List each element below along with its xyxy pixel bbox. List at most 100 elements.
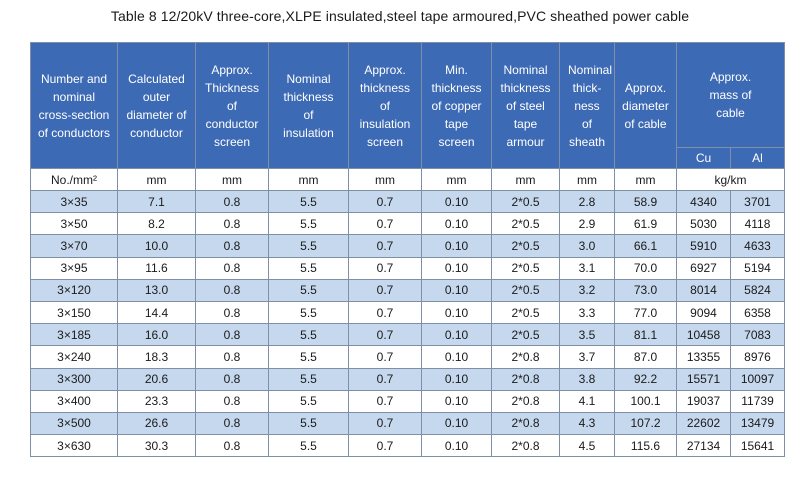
- table-cell: 3×150: [30, 300, 118, 325]
- table-cell: 5030: [676, 212, 731, 236]
- table-cell: 0.10: [421, 189, 492, 214]
- table-cell: 2*0.8: [491, 411, 560, 436]
- unit-conductor: No./mm²: [30, 168, 118, 191]
- table-cell: 5.5: [268, 300, 349, 325]
- table-row: 3×240 18.3 0.8 5.5 0.7 0.10 2*0.8 3.7 87.0 13355 8…: [30, 345, 786, 369]
- table-cell: 66.1: [614, 234, 677, 258]
- table-row: 3×185 16.0 0.8 5.5 0.7 0.10 2*0.5 3.5 81.1 10458 7…: [30, 323, 786, 347]
- table-cell: 0.8: [195, 411, 269, 436]
- table-cell: 2*0.5: [491, 234, 560, 258]
- table-cell: 3×50: [30, 212, 118, 236]
- header-cable-mass: Approx. mass of cable: [675, 42, 786, 148]
- header-conductor-screen: Approx. Thickness of conductor screen: [195, 42, 269, 169]
- table-cell: 20.6: [117, 367, 196, 391]
- table-cell: 70.0: [614, 256, 677, 280]
- table-cell: 4.1: [559, 389, 615, 413]
- table-cell: 0.8: [195, 300, 269, 325]
- table-cell: 27134: [676, 434, 731, 458]
- table-cell: 5.5: [268, 323, 349, 347]
- table-cell: 2*0.8: [491, 345, 560, 369]
- table-cell: 30.3: [117, 434, 196, 458]
- table-cell: 6358: [729, 300, 786, 325]
- table-cell: 19037: [676, 389, 731, 413]
- table-cell: 3.5: [559, 323, 615, 347]
- table-cell: 0.10: [421, 367, 492, 391]
- table-row: 3×70 10.0 0.8 5.5 0.7 0.10 2*0.5 3.0 66.1 5910 463…: [30, 234, 786, 258]
- table-cell: 13355: [676, 345, 731, 369]
- table-cell: 2*0.5: [491, 323, 560, 347]
- table-cell: 3.8: [559, 367, 615, 391]
- header-steel-tape: Nominal thickness of steel tape armour: [491, 42, 560, 169]
- table-cell: 0.7: [348, 323, 422, 347]
- header-mass-cu: Cu: [676, 147, 731, 169]
- table-cell: 0.10: [421, 345, 492, 369]
- header-conductor-size: Number and nominal cross-section of cond…: [30, 42, 118, 169]
- table-cell: 18.3: [117, 345, 196, 369]
- table-cell: 3×300: [30, 367, 118, 391]
- table-cell: 5.5: [268, 345, 349, 369]
- cable-spec-table-container: Number and nominal cross-section of cond…: [30, 42, 786, 458]
- table-cell: 0.8: [195, 367, 269, 391]
- table-cell: 0.7: [348, 300, 422, 325]
- table-cell: 2*0.8: [491, 367, 560, 391]
- unit-cell: mm: [348, 168, 422, 191]
- table-cell: 0.8: [195, 389, 269, 413]
- table-cell: 0.7: [348, 212, 422, 236]
- table-cell: 0.10: [421, 278, 492, 302]
- table-row: 3×35 7.1 0.8 5.5 0.7 0.10 2*0.5 2.8 58.9 4340 3701: [30, 189, 786, 214]
- header-cable-diameter: Approx. diameter of cable: [614, 42, 677, 169]
- unit-cell: mm: [614, 168, 677, 191]
- table-row: 3×120 13.0 0.8 5.5 0.7 0.10 2*0.5 3.2 73.0 8014 58…: [30, 278, 786, 302]
- table-cell: 5.5: [268, 234, 349, 258]
- header-sheath-thickness: Nominal thick-ness of sheath: [559, 42, 615, 169]
- table-cell: 115.6: [614, 434, 677, 458]
- table-cell: 11.6: [117, 256, 196, 280]
- header-insulation-screen: Approx. thickness of insulation screen: [348, 42, 422, 169]
- table-cell: 2.8: [559, 189, 615, 214]
- table-cell: 5.5: [268, 256, 349, 280]
- table-cell: 0.10: [421, 234, 492, 258]
- table-cell: 0.8: [195, 189, 269, 214]
- table-cell: 3×70: [30, 234, 118, 258]
- table-cell: 11739: [729, 389, 786, 413]
- table-cell: 7.1: [117, 189, 196, 214]
- table-cell: 5.5: [268, 367, 349, 391]
- table-cell: 8014: [676, 278, 731, 302]
- unit-cell: mm: [421, 168, 492, 191]
- table-cell: 5.5: [268, 278, 349, 302]
- table-row: 3×500 26.6 0.8 5.5 0.7 0.10 2*0.8 4.3 107.2 22602…: [30, 411, 786, 436]
- table-cell: 3.1: [559, 256, 615, 280]
- table-cell: 10097: [729, 367, 786, 391]
- table-cell: 0.7: [348, 411, 422, 436]
- table-cell: 3×35: [30, 189, 118, 214]
- table-cell: 0.10: [421, 434, 492, 458]
- table-cell: 3.3: [559, 300, 615, 325]
- table-cell: 5.5: [268, 212, 349, 236]
- table-cell: 5194: [729, 256, 786, 280]
- unit-cell: mm: [117, 168, 196, 191]
- table-cell: 4.5: [559, 434, 615, 458]
- table-cell: 4118: [729, 212, 786, 236]
- table-cell: 81.1: [614, 323, 677, 347]
- table-cell: 2*0.8: [491, 434, 560, 458]
- table-cell: 5824: [729, 278, 786, 302]
- table-cell: 3×120: [30, 278, 118, 302]
- table-cell: 3701: [729, 189, 786, 214]
- table-cell: 0.10: [421, 389, 492, 413]
- header-conductor-diameter: Calculated outer diameter of conductor: [117, 42, 196, 169]
- unit-cell: mm: [268, 168, 349, 191]
- header-mass-al: Al: [729, 147, 786, 169]
- table-cell: 23.3: [117, 389, 196, 413]
- table-cell: 0.8: [195, 323, 269, 347]
- table-cell: 0.8: [195, 234, 269, 258]
- table-cell: 0.7: [348, 278, 422, 302]
- table-cell: 2*0.5: [491, 212, 560, 236]
- table-cell: 0.10: [421, 300, 492, 325]
- table-cell: 58.9: [614, 189, 677, 214]
- table-cell: 0.8: [195, 212, 269, 236]
- table-cell: 5.5: [268, 411, 349, 436]
- table-cell: 0.7: [348, 234, 422, 258]
- table-cell: 0.8: [195, 434, 269, 458]
- table-cell: 4633: [729, 234, 786, 258]
- table-row: 3×95 11.6 0.8 5.5 0.7 0.10 2*0.5 3.1 70.0 6927 519…: [30, 256, 786, 280]
